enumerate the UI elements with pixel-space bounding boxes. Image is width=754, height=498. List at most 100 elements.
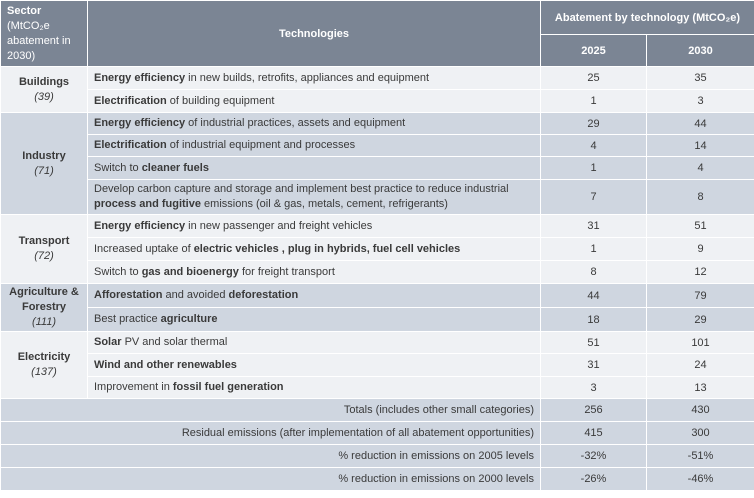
value-2025: 256 [540, 398, 647, 422]
sector-total: (71) [34, 164, 54, 177]
technology-text: Improvement in [94, 381, 173, 393]
sector-name: Transport [18, 235, 70, 247]
table-row: Wind and other renewables 31 24 [1, 353, 754, 377]
technology-text: of building equipment [166, 94, 275, 107]
value-2025: 1 [540, 156, 647, 180]
totals-label: % reduction in emissions on 2005 levels [0, 444, 541, 468]
table-row: Industry (71) Energy efficiency of industr… [0, 112, 754, 215]
value-2025: 4 [540, 134, 647, 157]
technology-text: in new builds, retrofits, appliances and… [185, 71, 430, 84]
sector-cell: Industry (71) [0, 112, 88, 215]
technology-cell: Develop carbon capture and storage and i… [87, 179, 541, 215]
value-2025: 29 [540, 112, 647, 135]
technology-cell: Wind and other renewables [87, 353, 541, 377]
value-2025: 18 [540, 307, 647, 332]
value-2025: -26% [540, 467, 647, 491]
table-row: Develop carbon capture and storage and i… [1, 179, 754, 215]
abatement-header: Abatement by technology (MtCO₂e) [540, 0, 754, 35]
table-row: Electricity (137) Solar PV and solar therm… [0, 331, 754, 399]
table-row: Agriculture & Forestry (111) Afforestation… [0, 283, 754, 332]
value-2025: 7 [540, 179, 647, 215]
technology-text: and avoided [162, 289, 229, 301]
value-2030: -46% [646, 467, 754, 491]
table-row: Electrification of industrial equipment … [1, 134, 754, 157]
technology-emphasis: Energy efficiency [94, 219, 186, 232]
technology-text: PV and solar thermal [121, 336, 228, 348]
table-row: Switch to gas and bioenergy for freight … [1, 260, 754, 284]
value-2030: 101 [646, 331, 754, 354]
table-body: Buildings (39) Energy efficiency in new bu… [0, 66, 754, 491]
technology-cell: Energy efficiency in new passenger and f… [87, 214, 541, 238]
value-2025: 415 [540, 421, 647, 445]
sector-total: (39) [34, 90, 54, 103]
technologies-header: Technologies [87, 0, 541, 67]
technology-text: Switch to [94, 161, 142, 174]
value-2025: 8 [540, 260, 647, 284]
technology-cell: Switch to cleaner fuels [87, 156, 541, 180]
technology-emphasis: Solar [94, 336, 122, 348]
technology-text: Best practice [94, 313, 161, 325]
totals-label: Totals (includes other small categories) [0, 398, 541, 422]
value-2030: 4 [646, 156, 754, 180]
technology-cell: Electrification of building equipment [87, 89, 541, 113]
technology-cell: Improvement in fossil fuel generation [87, 376, 541, 399]
technology-text: in new passenger and freight vehicles [185, 219, 373, 232]
sector-name: Buildings [18, 75, 70, 88]
value-2030: 29 [646, 307, 754, 332]
value-2025: 44 [540, 283, 647, 308]
sector-total: (111) [31, 316, 57, 328]
technology-emphasis: electric vehicles , plug in hybrids, fue… [193, 242, 461, 255]
sector-cell: Agriculture & Forestry (111) [0, 283, 88, 332]
value-2030: 430 [646, 398, 754, 422]
value-2030: 12 [646, 260, 754, 284]
table-row: Transport (72) Energy efficiency in new pa… [0, 214, 754, 284]
value-2025: 31 [540, 353, 647, 377]
technology-text: of industrial equipment and processes [166, 139, 356, 151]
value-2025: 1 [540, 89, 647, 113]
sector-cell: Transport (72) [0, 214, 88, 284]
table-row: Best practice agriculture 18 29 [1, 307, 754, 332]
value-2025: 31 [540, 214, 647, 238]
year-2025-header: 2025 [540, 34, 647, 67]
technology-emphasis: deforestation [228, 289, 299, 301]
totals-row: Totals (includes other small categories)… [0, 398, 754, 422]
technology-cell: Increased uptake of electric vehicles , … [87, 237, 541, 261]
totals-label: % reduction in emissions on 2000 levels [0, 467, 541, 491]
value-2030: 44 [646, 112, 754, 135]
technology-cell: Afforestation and avoided deforestation [87, 283, 541, 308]
totals-row: % reduction in emissions on 2000 levels -… [0, 467, 754, 491]
sector-total: (137) [31, 366, 57, 378]
sector-cell: Electricity (137) [0, 331, 88, 399]
sector-total: (72) [34, 250, 54, 262]
value-2025: 51 [540, 331, 647, 354]
technology-cell: Switch to gas and bioenergy for freight … [87, 260, 541, 284]
technology-emphasis: Electrification [94, 94, 167, 107]
sector-header: Sector (MtCO₂e abatement in 2030) [0, 0, 88, 67]
sector-name: Agriculture & Forestry [9, 286, 79, 313]
technology-emphasis: fossil fuel generation [172, 381, 284, 393]
value-2030: 3 [646, 89, 754, 113]
technology-emphasis: process and fugitive [94, 198, 201, 210]
table-row: Electrification of building equipment 1 3 [1, 89, 754, 113]
technology-emphasis: cleaner fuels [141, 161, 209, 174]
table-row: Buildings (39) Energy efficiency in new bu… [0, 66, 754, 113]
value-2030: 51 [646, 214, 754, 238]
year-2030-header: 2030 [646, 34, 754, 67]
value-2030: 9 [646, 237, 754, 261]
technology-text: emissions (oil & gas, metals, cement, re… [200, 198, 448, 210]
technology-cell: Best practice agriculture [87, 307, 541, 332]
value-2030: 8 [646, 179, 754, 215]
sector-cell: Buildings (39) [0, 66, 88, 113]
value-2025: -32% [540, 444, 647, 468]
technology-emphasis: gas and bioenergy [141, 265, 239, 278]
technology-text: Develop carbon capture and storage and i… [94, 183, 509, 195]
technology-emphasis: Wind and other renewables [94, 358, 237, 371]
sector-name: Industry [22, 149, 66, 162]
value-2025: 3 [540, 376, 647, 399]
table-row: Increased uptake of electric vehicles , … [1, 237, 754, 261]
value-2030: 24 [646, 353, 754, 377]
sector-header-label: Sector [7, 4, 42, 17]
technology-text: for freight transport [238, 265, 335, 278]
totals-label: Residual emissions (after implementation… [0, 421, 541, 445]
